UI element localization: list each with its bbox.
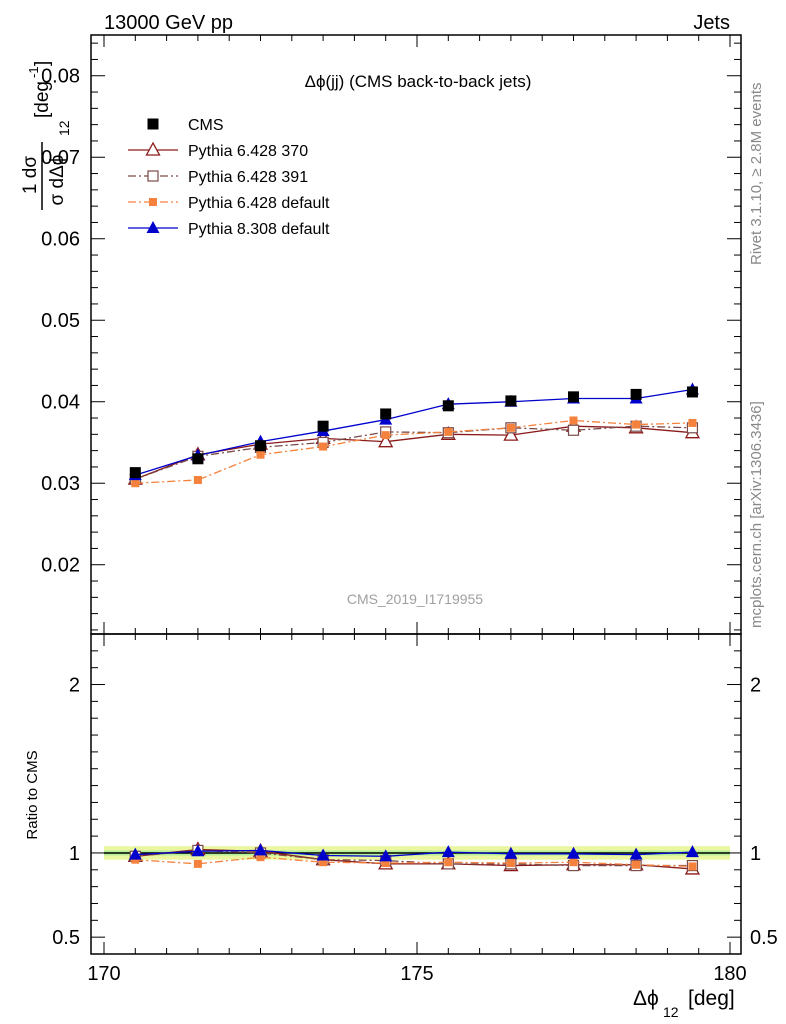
y-tick-label: 0.07	[41, 147, 80, 169]
header-left: 13000 GeV pp	[104, 12, 233, 34]
ratio-data-point	[506, 859, 515, 868]
ratio-data-point	[256, 853, 265, 862]
ylabel-unit-end: ]	[32, 61, 53, 66]
legend-label: Pythia 6.428 370	[188, 143, 308, 160]
x-axis-label: Δϕ 12 [deg]	[633, 987, 735, 1020]
ratio-data-point	[504, 846, 518, 859]
legend-marker	[146, 221, 160, 233]
legend-label: CMS	[188, 117, 224, 134]
series-line	[135, 419, 693, 484]
data-point	[380, 408, 392, 420]
ratio-series-line	[135, 849, 693, 857]
data-point	[129, 467, 141, 479]
ratio-data-point	[632, 860, 641, 869]
ratio-data-point	[319, 858, 328, 867]
ratio-data-point	[131, 855, 140, 864]
ratio-frame	[90, 633, 742, 955]
ratio-y-tick-label: 2	[69, 675, 80, 697]
y-tick-label: 0.05	[41, 310, 80, 332]
data-point	[317, 420, 329, 432]
legend-marker	[147, 118, 159, 130]
ratio-data-point	[685, 845, 699, 858]
ratio-data-point	[629, 847, 643, 860]
data-point	[630, 388, 642, 400]
ratio-y-tick-label-right: 0.5	[750, 927, 778, 949]
ratio-data-point	[569, 858, 578, 867]
ylabel-unit: [deg	[32, 81, 53, 118]
series-line	[135, 388, 693, 476]
data-point	[442, 400, 454, 412]
data-point	[256, 450, 265, 459]
ratio-series-line	[135, 849, 693, 867]
data-point	[319, 442, 328, 451]
xlabel-unit: [deg]	[688, 987, 735, 1010]
analysis-watermark: CMS_2019_I1719955	[347, 591, 483, 607]
ratio-data-point	[193, 859, 202, 868]
data-point	[193, 475, 202, 484]
ratio-data-point	[441, 845, 455, 858]
mcplots-label: mcplots.cern.ch [arXiv:1306.3436]	[748, 401, 765, 628]
data-point	[255, 440, 266, 452]
data-point	[192, 453, 204, 465]
ratio-data-point	[254, 843, 267, 856]
x-tick-label: 170	[87, 963, 120, 985]
y-tick-label: 0.08	[41, 66, 80, 88]
ratio-y-tick-label: 0.5	[52, 927, 80, 949]
legend: CMS Pythia 6.428 370 Pythia 6.428 391 Pythi…	[128, 117, 330, 238]
data-point	[381, 431, 390, 440]
rivet-label: Rivet 3.1.10, ≥ 2.8M events	[748, 83, 765, 266]
ylabel-denominator: σ dΔϕ	[47, 155, 68, 206]
x-tick-label: 180	[713, 963, 746, 985]
main-y-axis-label: 1 dσ σ dΔϕ 12 [deg -1 ]	[20, 61, 72, 210]
data-point	[506, 423, 515, 432]
ratio-data-point	[379, 849, 393, 862]
main-panel: 0.02 0.03 0.04 0.05 0.06 0.07 0.08	[41, 34, 742, 635]
legend-label: Pythia 6.428 default	[188, 195, 330, 212]
ratio-y-tick-label-right: 1	[750, 843, 761, 865]
y-tick-label: 0.06	[41, 229, 80, 251]
y-tick-label: 0.03	[41, 473, 80, 495]
x-tick-label: 175	[400, 963, 433, 985]
data-point	[503, 426, 519, 441]
data-point	[444, 427, 453, 436]
data-point	[505, 395, 517, 407]
legend-label: Pythia 6.428 391	[188, 169, 308, 186]
legend-label: Pythia 8.308 default	[188, 221, 330, 238]
ylabel-denominator-sub: 12	[56, 120, 72, 136]
ratio-y-tick-label: 1	[69, 843, 80, 865]
series-line	[135, 425, 693, 480]
ylabel-unit-sup: -1	[26, 66, 41, 78]
data-point	[686, 386, 698, 398]
data-point	[131, 479, 140, 488]
xlabel-sub: 12	[663, 1004, 679, 1020]
xlabel-symbol: Δϕ	[633, 987, 659, 1010]
data-point	[567, 424, 580, 436]
ratio-series-line	[135, 856, 693, 868]
ratio-data-point	[128, 847, 142, 860]
ylabel-numerator: 1 dσ	[20, 156, 41, 194]
data-point	[688, 418, 697, 427]
ratio-data-point	[444, 858, 453, 867]
y-tick-label: 0.04	[41, 392, 80, 414]
ratio-data-point	[381, 859, 390, 868]
data-point	[568, 391, 579, 403]
data-point	[378, 433, 394, 448]
ratio-data-point	[567, 846, 580, 859]
legend-marker	[147, 170, 159, 182]
ratio-data-point	[316, 848, 330, 861]
ratio-y-axis-label: Ratio to CMS	[24, 750, 41, 839]
y-tick-label: 0.02	[41, 555, 80, 577]
ratio-data-point	[688, 862, 697, 871]
ratio-y-tick-label-right: 2	[750, 675, 761, 697]
data-point	[632, 420, 641, 429]
data-point	[569, 416, 578, 425]
legend-marker	[145, 141, 161, 156]
series-line	[135, 425, 693, 480]
ratio-data-point	[191, 844, 205, 857]
chart-title: Δϕ(jj) (CMS back-to-back jets)	[305, 72, 532, 91]
header-right: Jets	[693, 12, 730, 34]
legend-marker	[149, 198, 157, 206]
